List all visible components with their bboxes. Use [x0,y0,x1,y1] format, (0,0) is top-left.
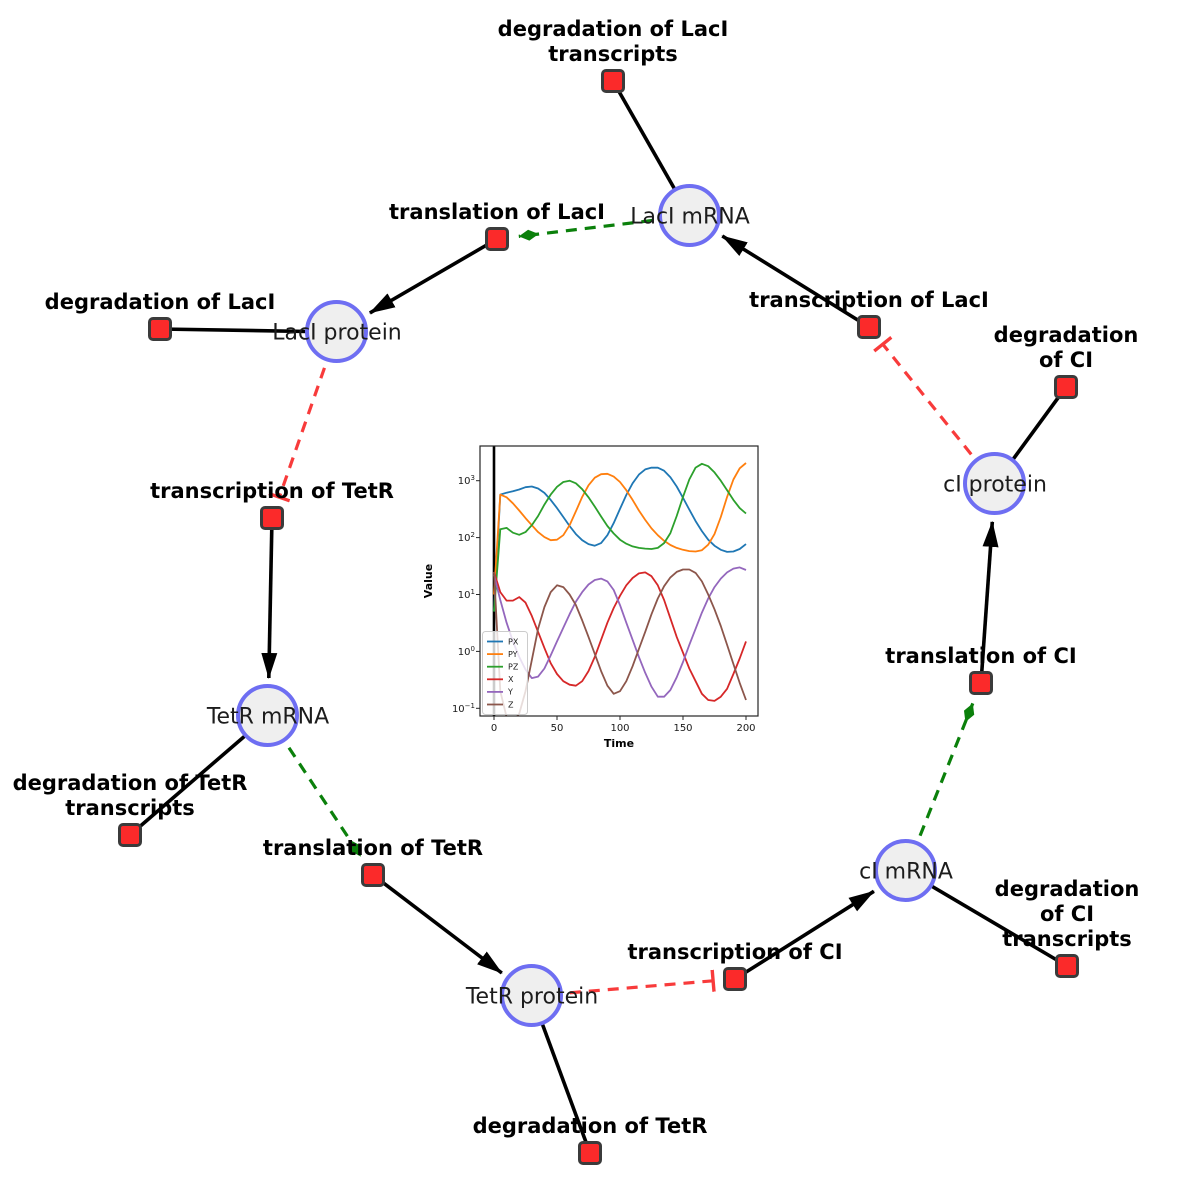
chart-frame [479,445,759,717]
reaction-node-tl_tetR[interactable] [360,862,385,887]
reaction-label-tx_lacI: transcription of LacI [749,288,989,312]
reaction-label-deg_tetR_tx: degradation of TetR transcripts [12,771,248,820]
chart-svg: 0 50 100 150 20010−1100101102103TimeValuePXP… [422,445,759,750]
x-tick-label: 100 [610,723,629,734]
reaction-node-deg_cI_tx[interactable] [1054,953,1079,978]
reaction-label-tx_tetR: transcription of TetR [150,479,394,503]
legend-entry-PZ: PZ [508,663,519,672]
species-node-tetR_mRNA[interactable] [236,684,299,747]
legend-entry-Y: Y [507,688,513,697]
edge-product-tx_tetR-tetR_mRNA [261,517,278,679]
x-tick-label: 50 [551,723,564,734]
y-tick-label: 102 [458,531,475,544]
reaction-node-tx_lacI[interactable] [856,314,881,339]
chart-series-PX [493,466,747,612]
x-tick-label: 0 [491,723,497,734]
reaction-label-deg_cI: degradation of CI [993,323,1139,372]
reaction-node-tl_cI[interactable] [968,670,993,695]
edge-product-tx_cI-cI_mRNA [734,889,875,981]
legend-entry-PY: PY [508,650,518,659]
edge-reactant-cI_mRNA-deg_cI_tx [905,869,1068,968]
reaction-node-deg_tetR_tx[interactable] [117,822,142,847]
y-tick-label: 100 [458,645,475,658]
reaction-node-deg_tetR[interactable] [577,1140,602,1165]
species-label-lacI_protein: LacI protein [272,320,402,346]
reaction-label-deg_cI_tx: degradation of CI transcripts [994,877,1140,951]
species-label-tetR_mRNA: TetR mRNA [206,704,330,730]
edge-product-tx_lacI-lacI_mRNA [721,234,870,329]
y-tick-label: 103 [458,474,475,487]
chart-series-X [493,571,747,702]
reaction-label-deg_tetR: degradation of TetR [472,1114,708,1138]
legend-entry-Z: Z [508,700,514,709]
reaction-node-tl_lacI[interactable] [484,226,509,251]
reaction-node-deg_lacI[interactable] [147,316,172,341]
legend-entry-X: X [508,675,514,684]
reaction-node-deg_lacI_tx[interactable] [600,68,625,93]
species-node-lacI_protein[interactable] [305,300,368,363]
reaction-node-tx_cI[interactable] [722,966,747,991]
reaction-node-tx_tetR[interactable] [259,505,284,530]
edge-product-tl_cI-cI_protein [979,520,999,684]
reaction-label-tl_tetR: translation of TetR [262,836,484,860]
x-tick-label: 150 [673,723,692,734]
reaction-label-tl_lacI: translation of LacI [389,200,605,224]
chart-series-Y [493,566,747,698]
species-node-lacI_mRNA[interactable] [658,184,721,247]
reaction-label-tl_cI: translation of CI [885,644,1077,668]
legend-entry-PX: PX [508,637,519,646]
edge-product-tl_lacI-lacI_protein [368,237,498,315]
chart-series-PZ [493,462,747,612]
x-tick-label: 200 [736,723,755,734]
chart-legend: PX PY PZ XYZ [482,631,528,715]
reaction-label-deg_lacI_tx: degradation of LacI transcripts [497,17,729,66]
species-label-lacI_mRNA: LacI mRNA [630,204,750,230]
reaction-label-tx_cI: transcription of CI [627,940,843,964]
x-axis-label: Time [604,737,634,750]
species-label-tetR_protein: TetR protein [465,984,599,1010]
species-label-cI_protein: cI protein [943,472,1047,498]
reaction-node-deg_cI[interactable] [1053,374,1078,399]
y-tick-label: 101 [458,588,475,601]
edge-product-tl_tetR-tetR_protein [371,873,503,975]
y-axis-label: Value [422,564,435,598]
y-tick-label: 10−1 [452,702,475,715]
species-node-cI_protein[interactable] [963,452,1026,515]
reaction-label-deg_lacI: degradation of LacI [44,290,276,314]
species-label-cI_mRNA: cI mRNA [859,859,953,885]
inset-chart: 0 50 100 150 200 10−1 100 101 102 103 Time Value PX P… [420,437,770,769]
species-node-tetR_protein[interactable] [500,964,563,1027]
chart-series-Z [493,568,747,716]
chart-series-PY [493,462,747,595]
species-node-cI_mRNA[interactable] [874,839,937,902]
